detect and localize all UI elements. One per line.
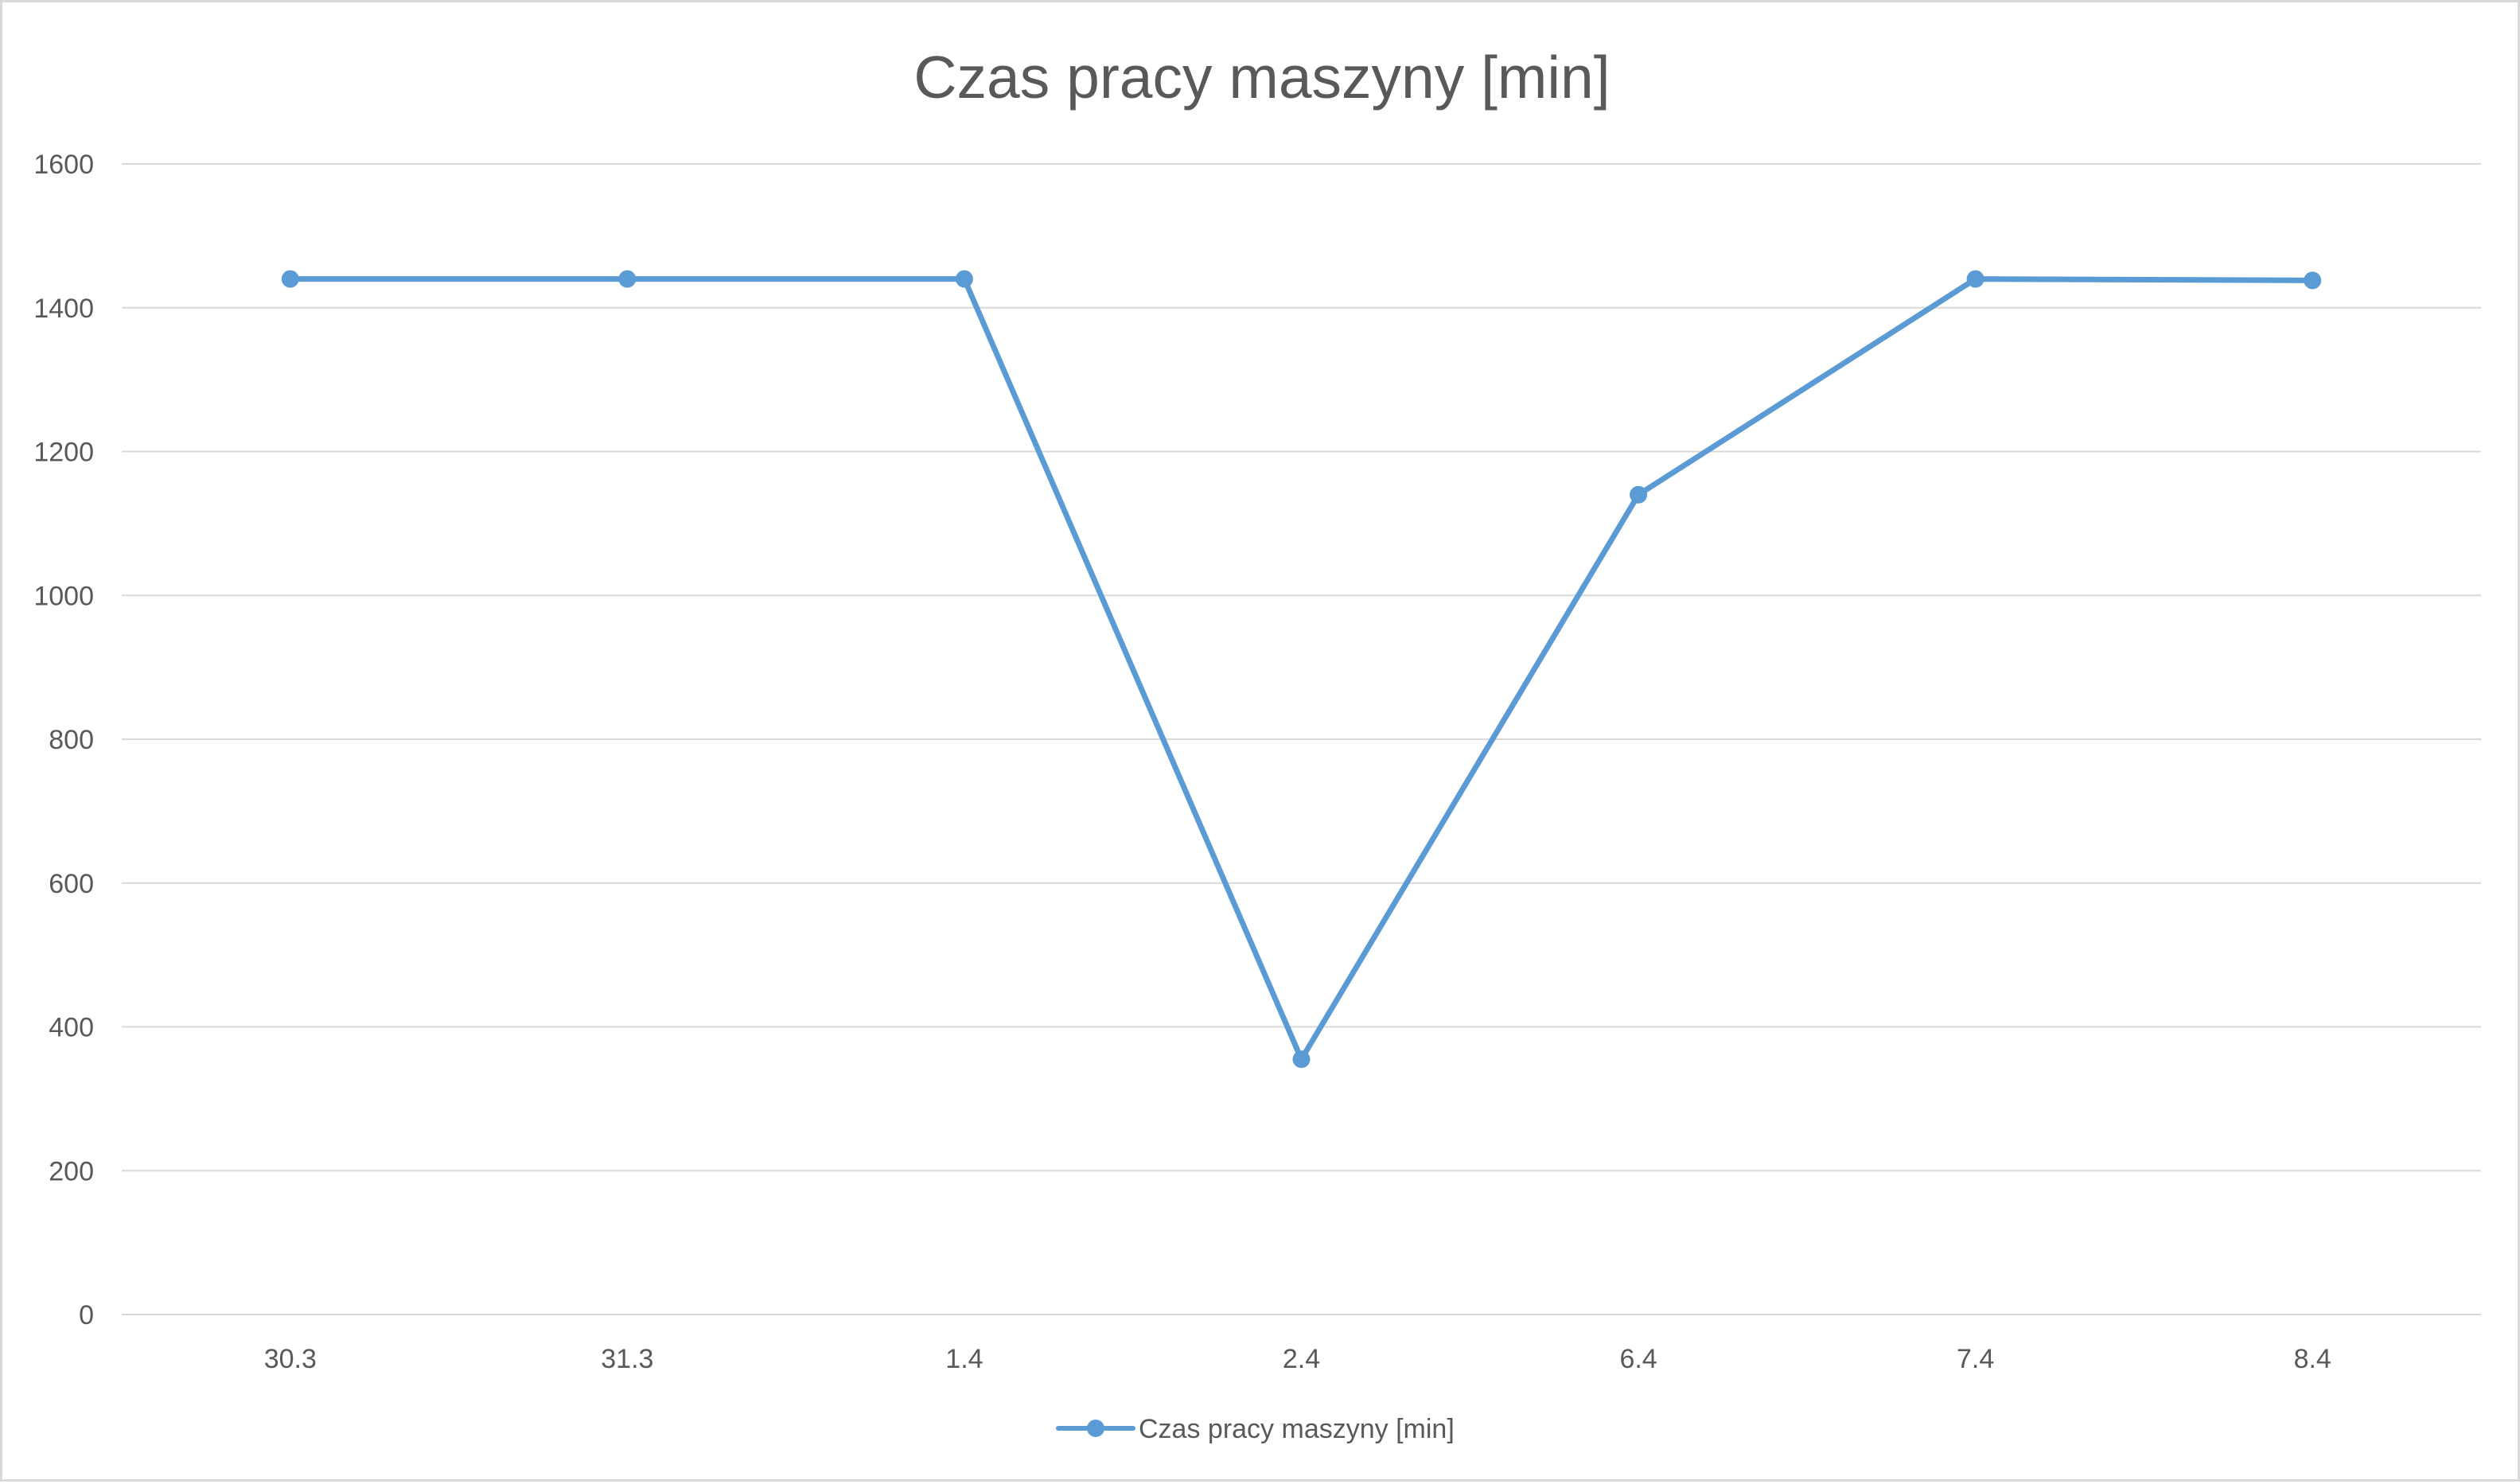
y-tick-label: 400	[49, 1013, 94, 1043]
x-tick-label: 1.4	[945, 1344, 983, 1374]
legend[interactable]: Czas pracy maszyny [min]	[1056, 1414, 1455, 1444]
x-tick-label: 7.4	[1957, 1344, 1994, 1374]
series-line	[287, 276, 2316, 1062]
data-point[interactable]	[618, 270, 637, 288]
data-point[interactable]	[2304, 271, 2322, 290]
y-axis-tick-labels: 0 200 400 600 800 1000 1200 1400 1600	[33, 150, 94, 1330]
x-tick-label: 8.4	[2294, 1344, 2331, 1374]
x-tick-label: 6.4	[1619, 1344, 1657, 1374]
legend-entry-label: Czas pracy maszyny [min]	[1139, 1414, 1455, 1444]
y-tick-label: 600	[49, 869, 94, 899]
y-tick-label: 200	[49, 1156, 94, 1186]
x-tick-label: 30.3	[264, 1344, 317, 1374]
grid-lines	[122, 163, 2481, 1315]
legend-point-marker	[1087, 1420, 1104, 1437]
data-point[interactable]	[281, 270, 299, 288]
y-tick-label: 800	[49, 725, 94, 755]
chart-title: Czas pracy maszyny [min]	[913, 44, 1610, 111]
data-point[interactable]	[1292, 1050, 1311, 1069]
y-tick-label: 0	[79, 1300, 94, 1330]
y-tick-label: 1200	[33, 438, 94, 468]
data-point[interactable]	[1966, 270, 1984, 288]
data-point[interactable]	[1630, 485, 1648, 504]
series-layer	[281, 270, 2322, 1069]
data-point[interactable]	[955, 270, 973, 288]
y-tick-label: 1400	[33, 294, 94, 324]
x-tick-label: 31.3	[601, 1344, 653, 1374]
x-tick-label: 2.4	[1283, 1344, 1320, 1374]
x-axis-tick-labels: 30.3 31.3 1.4 2.4 6.4 7.4 8.4	[264, 1344, 2331, 1374]
y-tick-label: 1600	[33, 150, 94, 180]
y-tick-label: 1000	[33, 581, 94, 611]
